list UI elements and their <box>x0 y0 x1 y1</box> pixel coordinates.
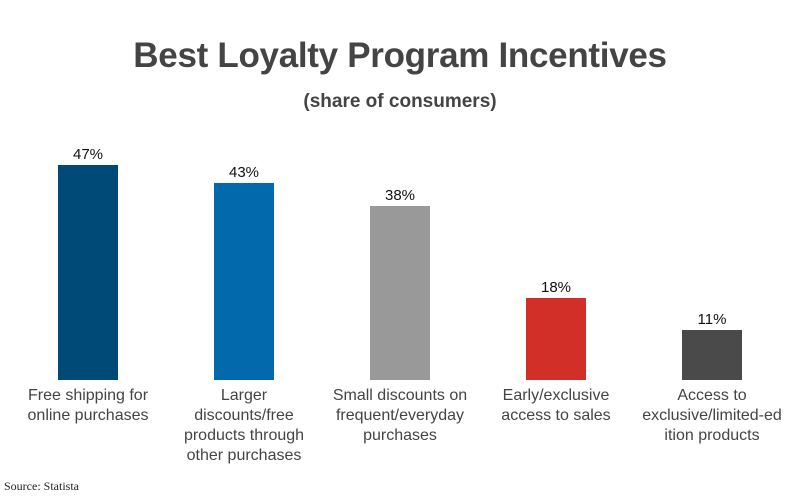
bar <box>58 165 118 380</box>
bar <box>682 330 742 380</box>
chart-subtitle: (share of consumers) <box>303 91 497 112</box>
category-label: Free shipping for online purchases <box>27 387 149 424</box>
bar-value-label: 11% <box>697 311 727 328</box>
category-label: Larger discounts/free products through o… <box>183 387 305 464</box>
bar-value-label: 43% <box>228 164 260 181</box>
category-label: Access to exclusive/limited-ed ition pro… <box>642 387 782 444</box>
chart-title: Best Loyalty Program Incentives <box>133 36 667 75</box>
bar <box>370 206 430 380</box>
bar <box>214 183 274 380</box>
category-label: Small discounts on frequent/everyday pur… <box>332 387 468 444</box>
bar <box>526 298 586 380</box>
category-label: Early/exclusive access to sales <box>501 387 611 424</box>
source-note: Source: Statista <box>4 479 79 493</box>
bar-value-label: 47% <box>72 146 104 163</box>
bar-value-label: 18% <box>540 279 572 296</box>
bar-value-label: 38% <box>384 187 416 204</box>
